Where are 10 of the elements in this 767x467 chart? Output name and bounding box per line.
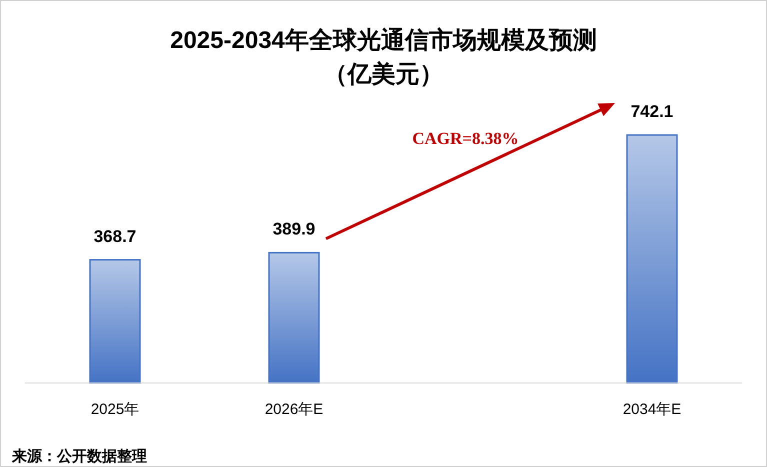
x-tick-label: 2025年 <box>90 401 140 418</box>
annotation: CAGR=8.38% <box>412 128 519 148</box>
chart-subtitle: （亿美元） <box>324 60 444 88</box>
x-tick-label: 2034年E <box>622 401 682 418</box>
data-label: 368.7 <box>94 226 136 246</box>
source-note: 来源：公开数据整理 <box>11 448 147 465</box>
data-label: 742.1 <box>630 102 674 121</box>
chart-title: 2025-2034年全球光通信市场规模及预测 <box>170 27 597 54</box>
x-tick-label: 2026年E <box>264 401 324 418</box>
data-label: 389.9 <box>272 220 316 239</box>
